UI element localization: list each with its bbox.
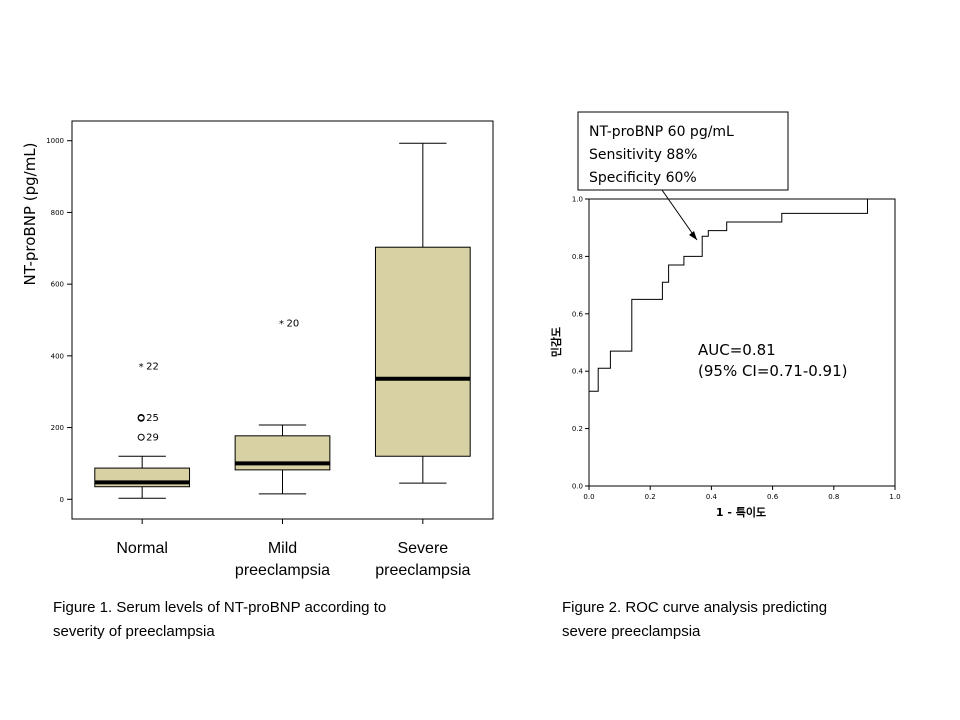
outlier-extreme-marker: *	[279, 319, 284, 330]
boxplot-y-tick-label: 0	[60, 496, 64, 504]
outlier-circle-marker	[137, 433, 145, 441]
roc-y-tick-label: 1.0	[572, 196, 583, 204]
box-group: * 22 25 29	[94, 361, 191, 524]
figure2-caption-line-1: Figure 2. ROC curve analysis predicting	[562, 599, 827, 616]
outlier-label: 29	[146, 433, 159, 444]
boxplot-y-tick-label: 1000	[46, 137, 64, 145]
roc-y-tick-label: 0.4	[572, 368, 584, 376]
boxplot-category-label: Normal	[116, 540, 168, 557]
roc-callout-line-1: NT-proBNP 60 pg/mL	[589, 124, 734, 140]
boxplot-y-tick-label: 800	[51, 209, 64, 217]
roc-x-axis-label: 1 - 특이도	[716, 505, 766, 519]
roc-auc-line-2: (95% CI=0.71-0.91)	[698, 362, 848, 380]
roc-ticks: 0.00.0 0.2 0.2 0.4 0.4 0.6 0.6 0.8 0.8 1.0 1.0	[572, 196, 901, 502]
roc-figure: 0.00.0 0.2 0.2 0.4 0.4 0.6 0.6 0.8 0.8 1.0 1.0 1 -…	[549, 111, 901, 519]
boxplot-y-tick-label: 200	[51, 424, 64, 432]
roc-y-tick-label: 0.6	[572, 310, 584, 318]
roc-frame	[588, 198, 896, 487]
roc-y-tick-label: 0.8	[572, 253, 583, 261]
boxplot-y-ticks: 0 200 400 600 800 1000	[46, 137, 72, 504]
roc-y-tick-label: 0.0	[572, 483, 583, 491]
roc-y-tick-label: 0.2	[572, 425, 583, 433]
figure2-caption-line-2: severe preeclampsia	[562, 623, 701, 640]
boxplot-y-tick-label: 400	[51, 352, 64, 360]
outlier-extreme-marker: *	[139, 362, 144, 373]
boxplot-y-axis-label: NT-proBNP (pg/mL)	[21, 142, 39, 285]
roc-x-tick-label: 1.0	[889, 493, 900, 501]
roc-x-tick-label: 0.4	[706, 493, 718, 501]
roc-callout-box	[577, 111, 789, 191]
figure1-caption-line-2: severity of preeclampsia	[53, 623, 215, 640]
boxplot-y-tick-label: 600	[51, 281, 64, 289]
boxplot-category-labels: Normal Mild preeclampsia Severe preeclampsia	[116, 540, 470, 579]
roc-callout-line-3: Specificity 60%	[589, 170, 697, 186]
outlier-label: 20	[287, 319, 300, 330]
boxplot-category-label: preeclampsia	[375, 562, 470, 579]
roc-auc-line-1: AUC=0.81	[698, 341, 776, 359]
roc-x-tick-label: 0.6	[767, 493, 779, 501]
roc-x-tick-label: 0.0	[583, 493, 594, 501]
roc-callout-line-2: Sensitivity 88%	[589, 147, 697, 163]
outlier-label: 22	[146, 361, 159, 372]
outlier-circle-marker	[137, 414, 145, 422]
boxplot-category-label: preeclampsia	[235, 562, 330, 579]
figure1-caption-line-1: Figure 1. Serum levels of NT-proBNP acco…	[53, 599, 386, 616]
box-group: * 20	[234, 319, 331, 524]
boxplot-category-label: Mild	[268, 540, 297, 557]
box-iqr-rect	[374, 246, 471, 457]
roc-x-tick-label: 0.8	[828, 493, 839, 501]
roc-y-axis-label: 민감도	[549, 327, 563, 357]
roc-callout-arrow	[661, 189, 698, 241]
box-group	[374, 142, 471, 524]
outlier-label: 25	[146, 413, 159, 424]
boxplot-category-label: Severe	[397, 540, 448, 557]
roc-callout-arrowhead	[689, 231, 697, 240]
roc-x-tick-label: 0.2	[645, 493, 656, 501]
roc-curve-line	[588, 198, 895, 486]
